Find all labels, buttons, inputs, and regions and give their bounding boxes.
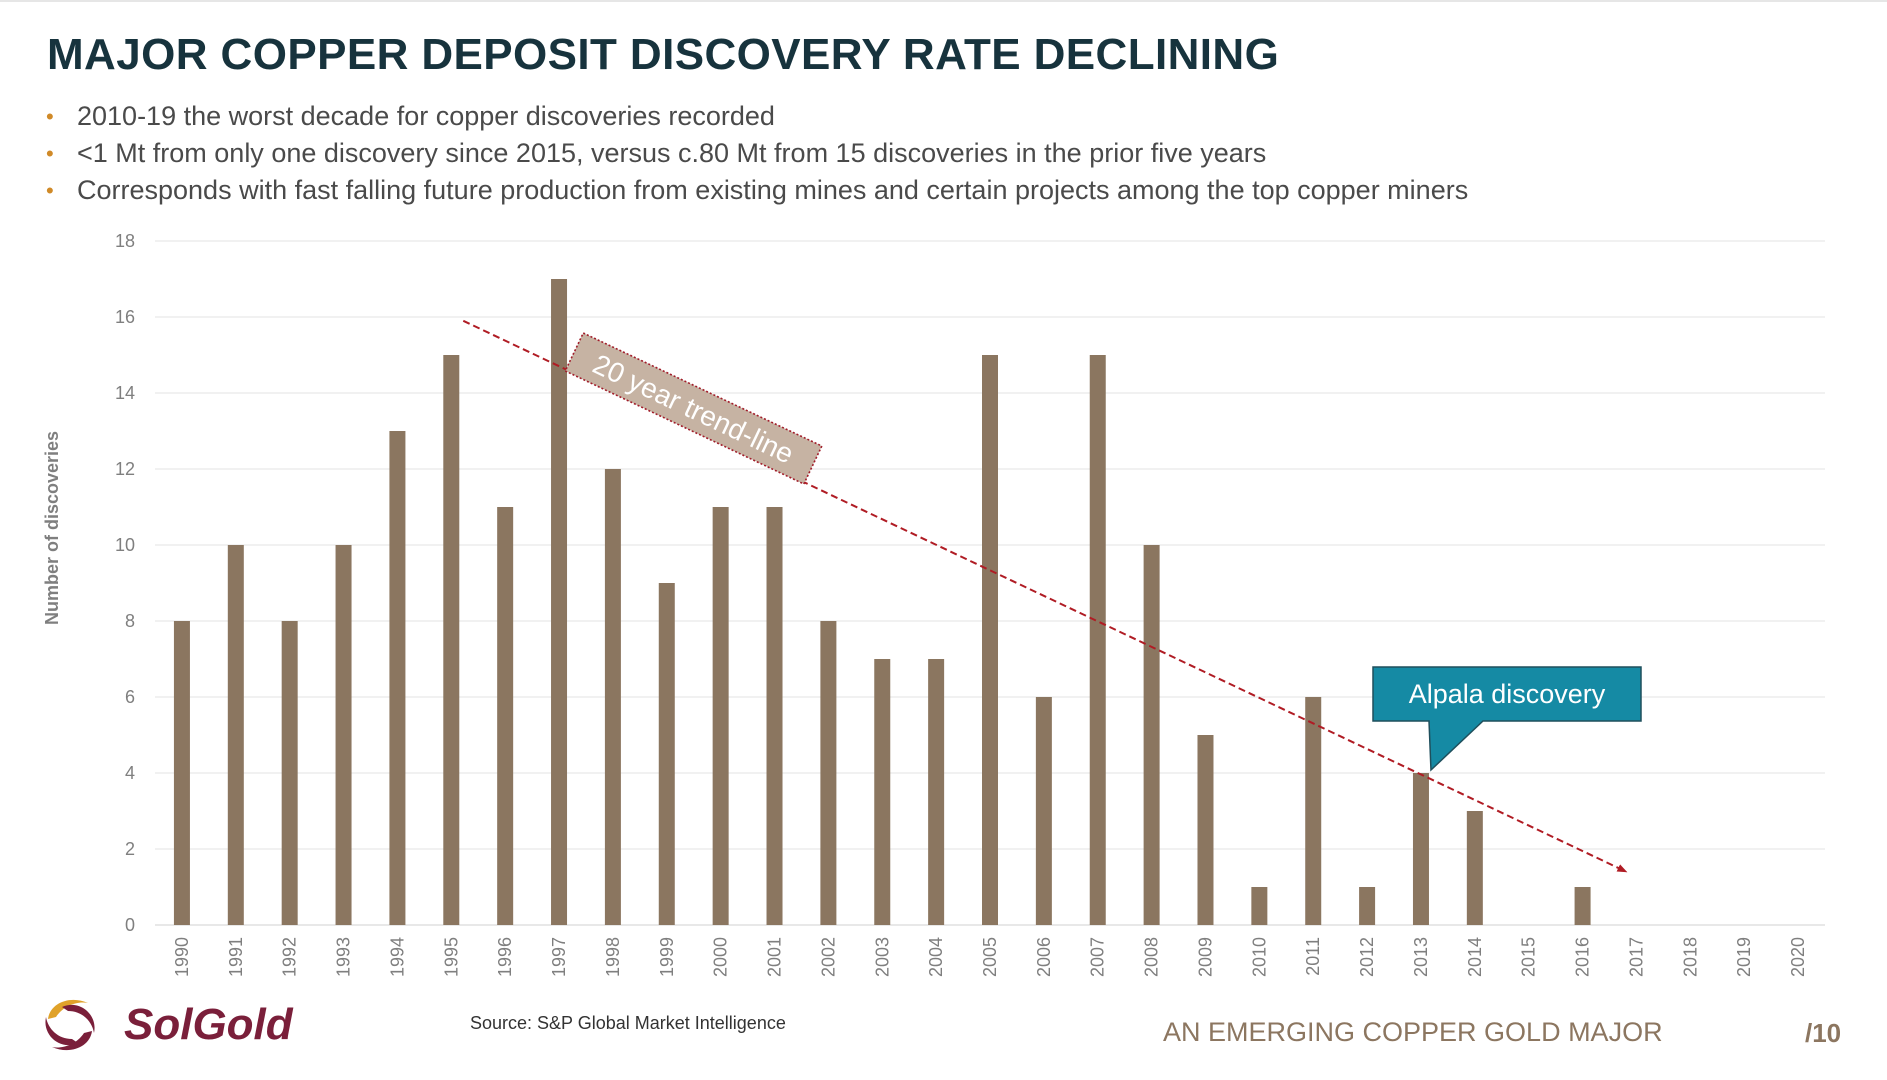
x-tick-label: 2019	[1734, 937, 1754, 977]
bullet-dot-icon: •	[46, 141, 54, 166]
bullet-text: <1 Mt from only one discovery since 2015…	[77, 138, 1267, 168]
bar	[173, 621, 190, 925]
x-tick-label: 2012	[1357, 937, 1377, 977]
x-tick-label: 2008	[1142, 937, 1162, 977]
bullet-dot-icon: •	[46, 104, 54, 129]
bar	[982, 355, 998, 925]
x-tick-label: 2017	[1626, 937, 1646, 977]
bar	[820, 621, 837, 925]
bar	[874, 659, 891, 925]
page-number: /10	[1805, 1018, 1842, 1048]
brand-name: SolGold	[124, 1000, 293, 1049]
trendline-label: 20 year trend-line	[588, 348, 798, 469]
bar	[766, 507, 783, 925]
x-tick-label: 2011	[1303, 937, 1323, 976]
bar	[1197, 735, 1214, 925]
source-note: Source: S&P Global Market Intelligence	[470, 1013, 786, 1033]
y-tick-label: 12	[115, 459, 135, 479]
x-tick-label: 2015	[1519, 937, 1539, 977]
x-tick-label: 2018	[1680, 937, 1700, 977]
bar	[389, 431, 406, 925]
x-tick-label: 2002	[818, 937, 838, 977]
bar	[1466, 811, 1483, 925]
bullet-text: Corresponds with fast falling future pro…	[77, 175, 1469, 205]
x-tick-label: 1995	[441, 937, 461, 977]
x-tick-label: 1999	[657, 937, 677, 977]
bar	[335, 545, 352, 925]
top-border	[0, 0, 1887, 2]
x-tick-label: 2000	[711, 937, 731, 977]
y-tick-label: 8	[125, 611, 135, 631]
bar	[1574, 887, 1591, 925]
bullet-item: • <1 Mt from only one discovery since 201…	[44, 135, 1468, 172]
bar	[1035, 697, 1052, 925]
y-axis-ticks: 0 2 4 6 8 10 12 14 16 18	[115, 231, 135, 935]
y-axis-label: Number of discoveries	[42, 431, 62, 625]
x-tick-label: 2007	[1088, 937, 1108, 977]
bar	[1359, 887, 1376, 925]
y-tick-label: 10	[115, 535, 135, 555]
y-tick-label: 16	[115, 307, 135, 327]
bar	[1089, 355, 1106, 925]
x-tick-label: 2013	[1411, 937, 1431, 977]
bar	[1305, 697, 1322, 925]
x-tick-label: 2010	[1249, 937, 1269, 977]
y-tick-label: 0	[125, 915, 135, 935]
x-tick-label: 1998	[603, 937, 623, 977]
x-tick-label: 2009	[1195, 937, 1215, 977]
discovery-bar-chart: 0 2 4 6 8 10 12 14 16 18 Number of discoveries 19…	[42, 231, 1825, 977]
x-tick-label: 2014	[1465, 937, 1485, 977]
bullet-item: • Corresponds with fast falling future pr…	[44, 172, 1468, 209]
bar	[227, 545, 244, 925]
alpala-callout: Alpala discovery	[1372, 666, 1642, 772]
x-tick-label: 2003	[872, 937, 892, 977]
bar	[604, 469, 621, 925]
bar	[1412, 773, 1429, 925]
bar	[712, 507, 729, 925]
y-tick-label: 18	[115, 231, 135, 251]
bar	[658, 583, 675, 925]
bullet-text: 2010-19 the worst decade for copper disc…	[77, 101, 775, 131]
x-tick-label: 2006	[1034, 937, 1054, 977]
y-tick-label: 4	[125, 763, 135, 783]
x-tick-label: 1991	[226, 937, 246, 977]
bar	[1143, 545, 1160, 925]
bar	[281, 621, 298, 925]
callout-bubble	[1372, 666, 1642, 772]
bar	[443, 355, 460, 925]
x-tick-label: 2005	[980, 937, 1000, 977]
x-tick-label: 1990	[172, 937, 192, 977]
y-tick-label: 14	[115, 383, 135, 403]
solgold-logo-icon	[45, 999, 95, 1051]
footer-tagline: AN EMERGING COPPER GOLD MAJOR	[1163, 1017, 1663, 1047]
x-tick-label: 2004	[926, 937, 946, 977]
bullet-list: • 2010-19 the worst decade for copper dis…	[44, 98, 1468, 209]
x-tick-label: 1994	[387, 937, 407, 977]
bullet-dot-icon: •	[46, 178, 54, 203]
trendline-label-box: 20 year trend-line	[564, 331, 823, 486]
y-tick-label: 6	[125, 687, 135, 707]
bar	[497, 507, 514, 925]
x-axis-ticks: 1990 1991 1992 1993 1994 1995 1996 1997 1998 1999…	[172, 937, 1808, 977]
bar	[551, 279, 568, 925]
x-tick-label: 1997	[549, 937, 569, 977]
x-tick-label: 1993	[334, 937, 354, 977]
page-title: MAJOR COPPER DEPOSIT DISCOVERY RATE DECL…	[47, 30, 1280, 79]
y-tick-label: 2	[125, 839, 135, 859]
x-tick-label: 2020	[1788, 937, 1808, 977]
bullet-item: • 2010-19 the worst decade for copper dis…	[44, 98, 1468, 135]
x-tick-label: 2016	[1573, 937, 1593, 977]
bar	[1251, 887, 1268, 925]
x-tick-label: 1996	[495, 937, 515, 977]
bar	[928, 659, 945, 925]
bars	[173, 279, 1591, 925]
x-tick-label: 2001	[765, 937, 785, 977]
x-tick-label: 1992	[280, 937, 300, 977]
callout-label: Alpala discovery	[1409, 679, 1606, 709]
